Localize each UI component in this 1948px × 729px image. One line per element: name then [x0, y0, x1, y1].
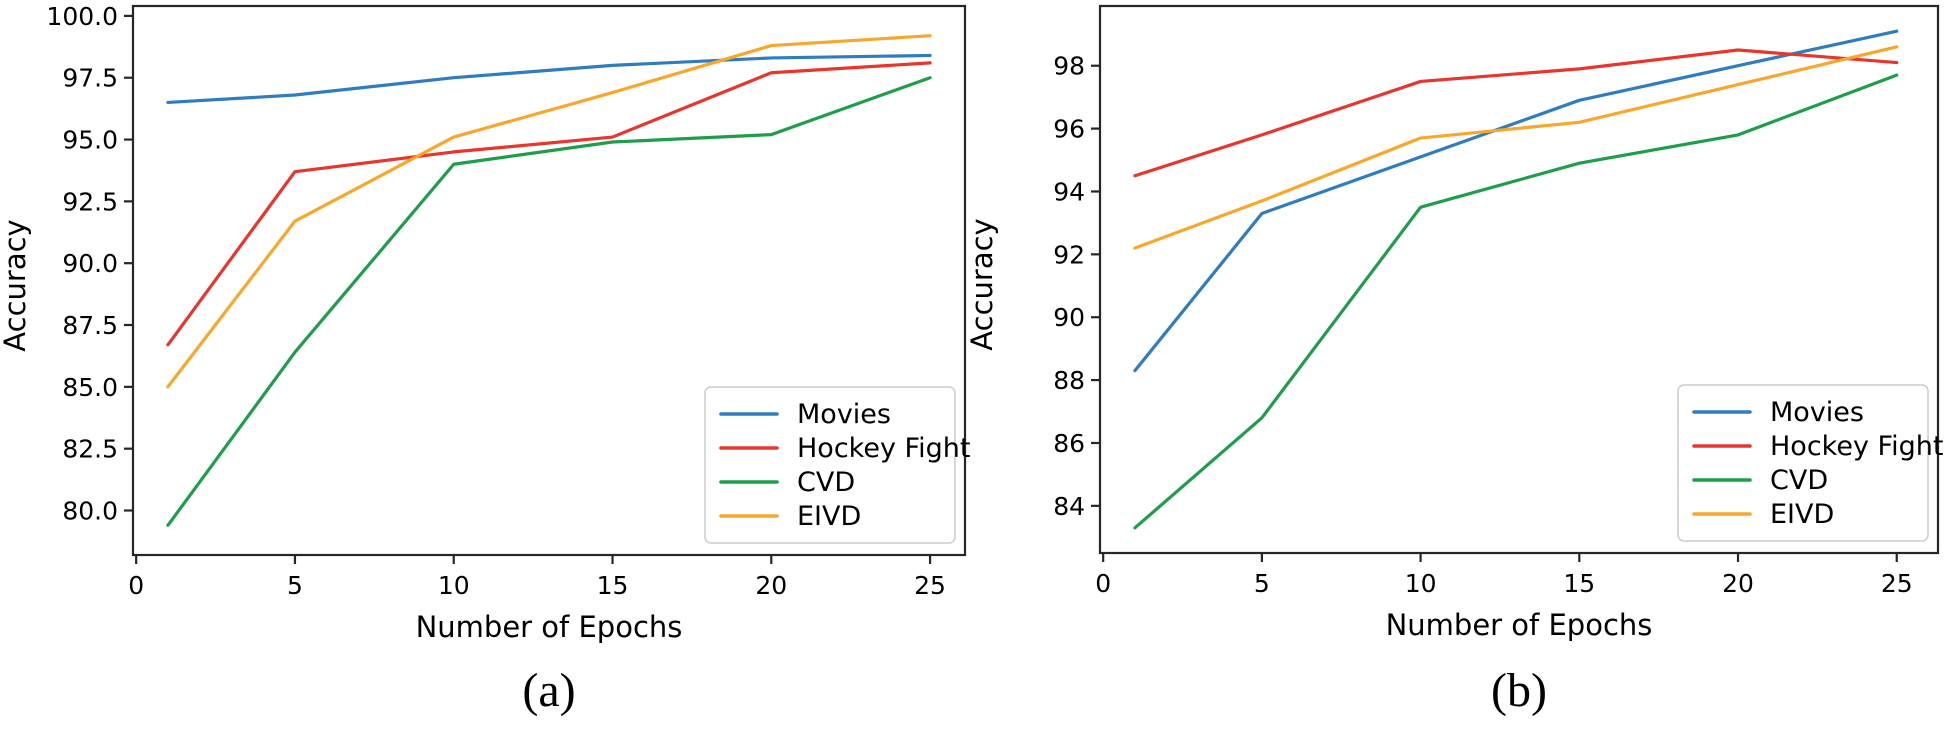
x-axis-label: Number of Epochs	[1386, 608, 1653, 642]
legend-box	[1677, 384, 1929, 542]
x-tick-label: 20	[755, 571, 787, 600]
x-tick-label: 0	[128, 571, 144, 600]
y-tick-label: 92.5	[62, 187, 118, 216]
y-tick-label: 98	[1053, 52, 1085, 81]
y-tick-label: 95.0	[62, 126, 118, 155]
line-cvd	[1133, 73, 1899, 530]
x-tick-label: 10	[438, 571, 470, 600]
x-tick-label: 25	[1881, 569, 1913, 598]
legend-label-movies: Movies	[797, 399, 891, 430]
x-axis-label: Number of Epochs	[416, 610, 683, 644]
line-hockey-fight	[1133, 48, 1899, 178]
line-hockey-fight	[166, 61, 932, 347]
line-eivd	[166, 34, 932, 389]
x-tick-label: 15	[1563, 569, 1595, 598]
x-tick-label: 0	[1095, 569, 1111, 598]
y-tick-label: 80.0	[62, 496, 118, 525]
y-tick-label: 94	[1053, 177, 1085, 206]
x-tick-label: 25	[914, 571, 946, 600]
legend-label-hockey-fight: Hockey Fight	[1770, 431, 1943, 462]
caption-a: (a)	[522, 664, 575, 717]
line-movies	[1133, 29, 1899, 373]
y-tick-label: 92	[1053, 240, 1085, 269]
y-tick-label: 96	[1053, 115, 1085, 144]
legend-label-cvd: CVD	[1770, 465, 1828, 496]
y-tick-label: 84	[1053, 492, 1085, 521]
plot-border	[1098, 4, 1940, 555]
line-eivd	[1133, 45, 1899, 250]
y-tick-label: 90	[1053, 303, 1085, 332]
y-tick-label: 87.5	[62, 311, 118, 340]
y-tick-label: 90.0	[62, 249, 118, 278]
x-tick-label: 5	[287, 571, 303, 600]
y-tick-label: 82.5	[62, 435, 118, 464]
caption-b: (b)	[1491, 664, 1547, 717]
legend-label-movies: Movies	[1770, 397, 1864, 428]
line-movies	[166, 53, 932, 105]
y-axis-label: Accuracy	[0, 219, 32, 351]
y-tick-label: 100.0	[46, 2, 118, 31]
x-tick-label: 15	[597, 571, 629, 600]
x-tick-label: 10	[1405, 569, 1437, 598]
legend-label-eivd: EIVD	[797, 501, 861, 532]
y-tick-label: 88	[1053, 366, 1085, 395]
y-axis-label: Accuracy	[965, 218, 999, 350]
x-tick-label: 5	[1254, 569, 1270, 598]
x-tick-label: 20	[1722, 569, 1754, 598]
legend-label-hockey-fight: Hockey Fight	[797, 433, 970, 464]
legend-box	[704, 386, 956, 544]
line-cvd	[166, 76, 932, 527]
legend-label-eivd: EIVD	[1770, 499, 1834, 530]
y-tick-label: 85.0	[62, 373, 118, 402]
y-tick-label: 86	[1053, 429, 1085, 458]
legend-label-cvd: CVD	[797, 467, 855, 498]
plot-border	[131, 4, 967, 557]
y-tick-label: 97.5	[62, 64, 118, 93]
chart-a: 80.0 82.5 85.0 87.5 90.0 92.5 95.0 97.5 100.0 0 5 1…	[0, 2, 970, 717]
